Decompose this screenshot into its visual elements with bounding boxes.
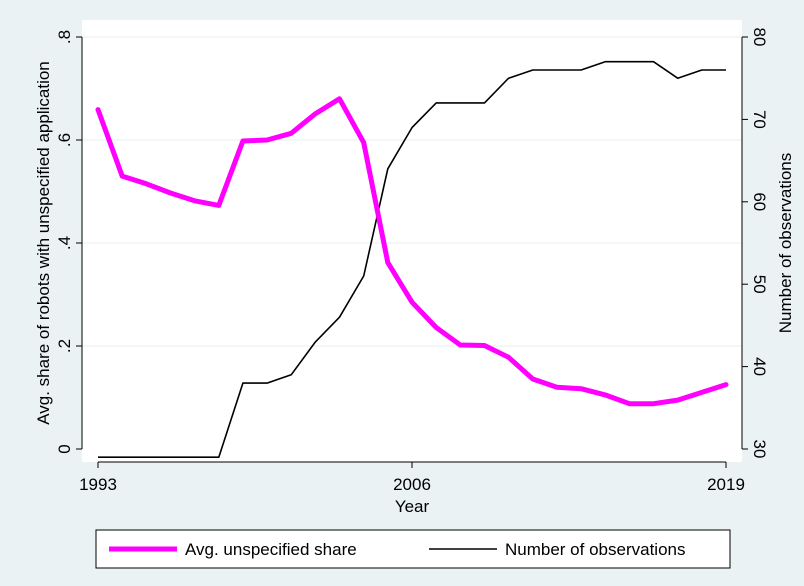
series-line-observations [98,60,726,459]
right-y-tick-label: 40 [750,357,769,376]
series-line-unspecified-share [95,96,729,407]
left-y-ticks: 0 .2 .4 .6 .8 [55,30,82,454]
right-y-tick-label: 80 [750,28,769,47]
legend: Avg. unspecified share Number of observa… [95,529,731,569]
x-ticks: 1993 2006 2019 [79,462,745,494]
grid [82,36,742,347]
left-y-axis-label: Avg. share of robots with unspecified ap… [34,61,53,425]
left-y-tick-label: .4 [55,236,74,250]
legend-label-share: Avg. unspecified share [185,540,357,559]
left-y-tick-label: 0 [55,444,74,453]
x-tick-label: 1993 [79,475,117,494]
series-layer [95,60,729,459]
right-y-tick-label: 60 [750,192,769,211]
left-y-tick-label: .2 [55,339,74,353]
left-y-tick-label: .8 [55,30,74,44]
legend-box [95,529,731,569]
left-y-tick-label: .6 [55,133,74,147]
legend-label-obs: Number of observations [505,540,685,559]
right-y-tick-label: 30 [750,440,769,459]
plot-background [82,20,742,462]
right-y-tick-label: 50 [750,275,769,294]
x-tick-label: 2019 [707,475,745,494]
right-y-ticks: 30 40 50 60 70 80 [742,28,769,459]
x-tick-label: 2006 [393,475,431,494]
x-axis-label: Year [395,497,430,516]
right-y-tick-label: 70 [750,110,769,129]
right-y-axis-label: Number of observations [776,153,795,333]
